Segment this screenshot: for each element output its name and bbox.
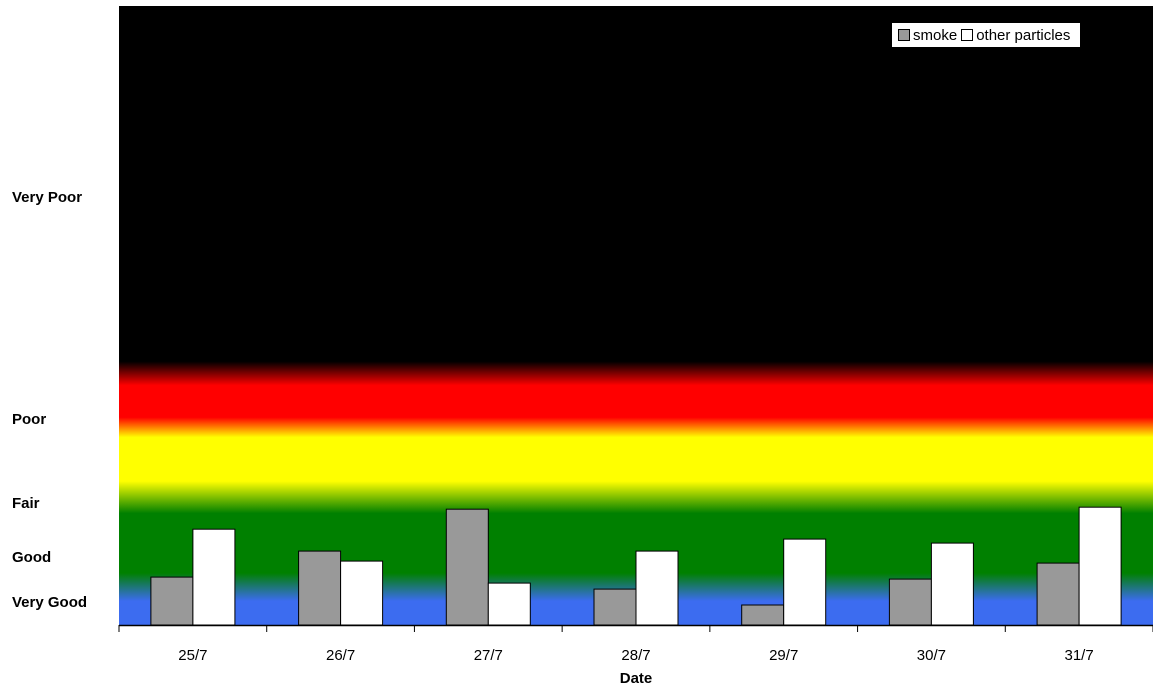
bar-smoke-27-7 bbox=[445, 508, 489, 626]
legend-swatch bbox=[961, 29, 974, 41]
legend-label: other particles bbox=[976, 26, 1071, 44]
bar-other-particles-26-7 bbox=[340, 560, 384, 626]
x-tick-label: 30/7 bbox=[917, 647, 946, 664]
bar-other-particles-29-7 bbox=[783, 538, 827, 626]
chart-legend: smoke other particles bbox=[891, 22, 1082, 48]
bar-other-particles-27-7 bbox=[487, 582, 531, 626]
x-axis: 25/7 26/7 27/7 28/7 29/7 30/7 31/7 bbox=[118, 624, 1153, 664]
band-label-poor: Poor bbox=[12, 411, 46, 428]
bar-smoke-26-7 bbox=[298, 550, 342, 626]
legend-entry: other particles bbox=[961, 27, 1070, 44]
x-axis-title: Date bbox=[620, 670, 653, 687]
x-tick-label: 31/7 bbox=[1064, 647, 1093, 664]
bar-smoke-30-7 bbox=[888, 578, 932, 626]
band-labels: Very Good Good Fair Poor Very Poor bbox=[12, 189, 87, 611]
x-tick-label: 26/7 bbox=[326, 647, 355, 664]
band-label-fair: Fair bbox=[12, 495, 40, 512]
quality-band-background bbox=[119, 6, 1153, 625]
bar-other-particles-25-7 bbox=[192, 528, 236, 626]
band-label-good: Good bbox=[12, 549, 51, 566]
band-label-very-good: Very Good bbox=[12, 594, 87, 611]
x-tick-label: 29/7 bbox=[769, 647, 798, 664]
bar-smoke-31-7 bbox=[1036, 562, 1080, 626]
bar-smoke-28-7 bbox=[593, 588, 637, 626]
x-tick-label: 27/7 bbox=[474, 647, 503, 664]
x-tick-label: 25/7 bbox=[178, 647, 207, 664]
bar-smoke-25-7 bbox=[150, 576, 194, 626]
x-tick-label: 28/7 bbox=[621, 647, 650, 664]
bar-other-particles-31-7 bbox=[1078, 506, 1122, 626]
bar-smoke-29-7 bbox=[741, 604, 785, 626]
band-label-very-poor: Very Poor bbox=[12, 189, 82, 206]
bar-group bbox=[150, 506, 1122, 626]
bar-other-particles-28-7 bbox=[635, 550, 679, 626]
legend-label: smoke bbox=[913, 26, 958, 44]
bar-other-particles-30-7 bbox=[930, 542, 974, 626]
legend-entry: smoke bbox=[898, 27, 957, 44]
legend-swatch bbox=[898, 29, 910, 41]
